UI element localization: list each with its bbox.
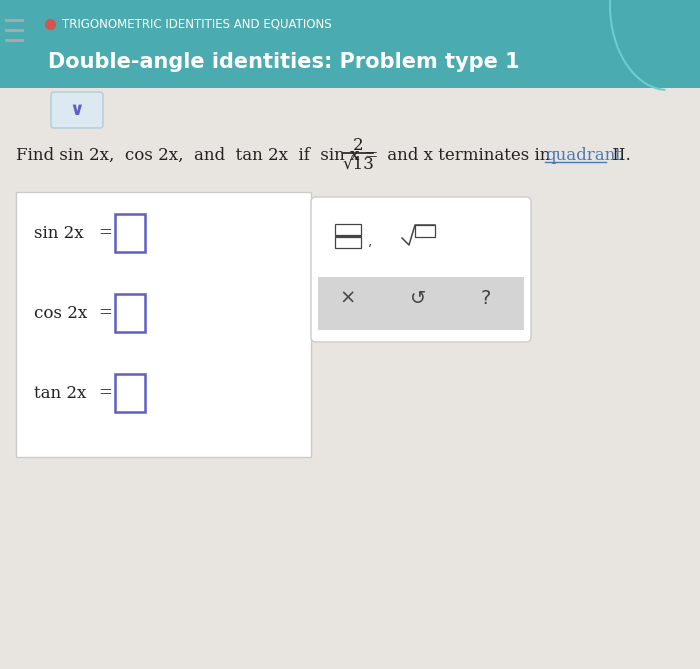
Text: TRIGONOMETRIC IDENTITIES AND EQUATIONS: TRIGONOMETRIC IDENTITIES AND EQUATIONS [62, 17, 332, 31]
Text: =: = [98, 225, 112, 242]
Text: Find sin 2x,  cos 2x,  and  tan 2x  if  sin x =: Find sin 2x, cos 2x, and tan 2x if sin x… [16, 147, 379, 163]
Text: II.: II. [607, 147, 631, 163]
Text: ↺: ↺ [410, 288, 426, 308]
FancyBboxPatch shape [415, 225, 435, 237]
Text: ∨: ∨ [70, 101, 84, 119]
Text: =: = [98, 304, 112, 322]
FancyBboxPatch shape [16, 192, 311, 457]
Text: ?: ? [481, 288, 491, 308]
Text: √13: √13 [342, 157, 374, 173]
Text: and x terminates in: and x terminates in [382, 147, 556, 163]
FancyBboxPatch shape [318, 277, 524, 330]
FancyBboxPatch shape [115, 294, 145, 332]
Text: tan 2x: tan 2x [34, 385, 86, 401]
FancyBboxPatch shape [311, 197, 531, 342]
FancyBboxPatch shape [0, 0, 700, 88]
FancyBboxPatch shape [335, 237, 361, 248]
Text: sin 2x: sin 2x [34, 225, 83, 242]
Text: 2: 2 [353, 136, 363, 153]
Text: ,: , [368, 234, 372, 248]
Text: quadrant: quadrant [545, 147, 622, 163]
Text: ×: × [340, 288, 356, 308]
FancyBboxPatch shape [335, 224, 361, 235]
FancyBboxPatch shape [115, 374, 145, 412]
Text: =: = [98, 385, 112, 401]
Text: cos 2x: cos 2x [34, 304, 88, 322]
FancyBboxPatch shape [115, 214, 145, 252]
FancyBboxPatch shape [51, 92, 103, 128]
Text: Double-angle identities: Problem type 1: Double-angle identities: Problem type 1 [48, 52, 519, 72]
